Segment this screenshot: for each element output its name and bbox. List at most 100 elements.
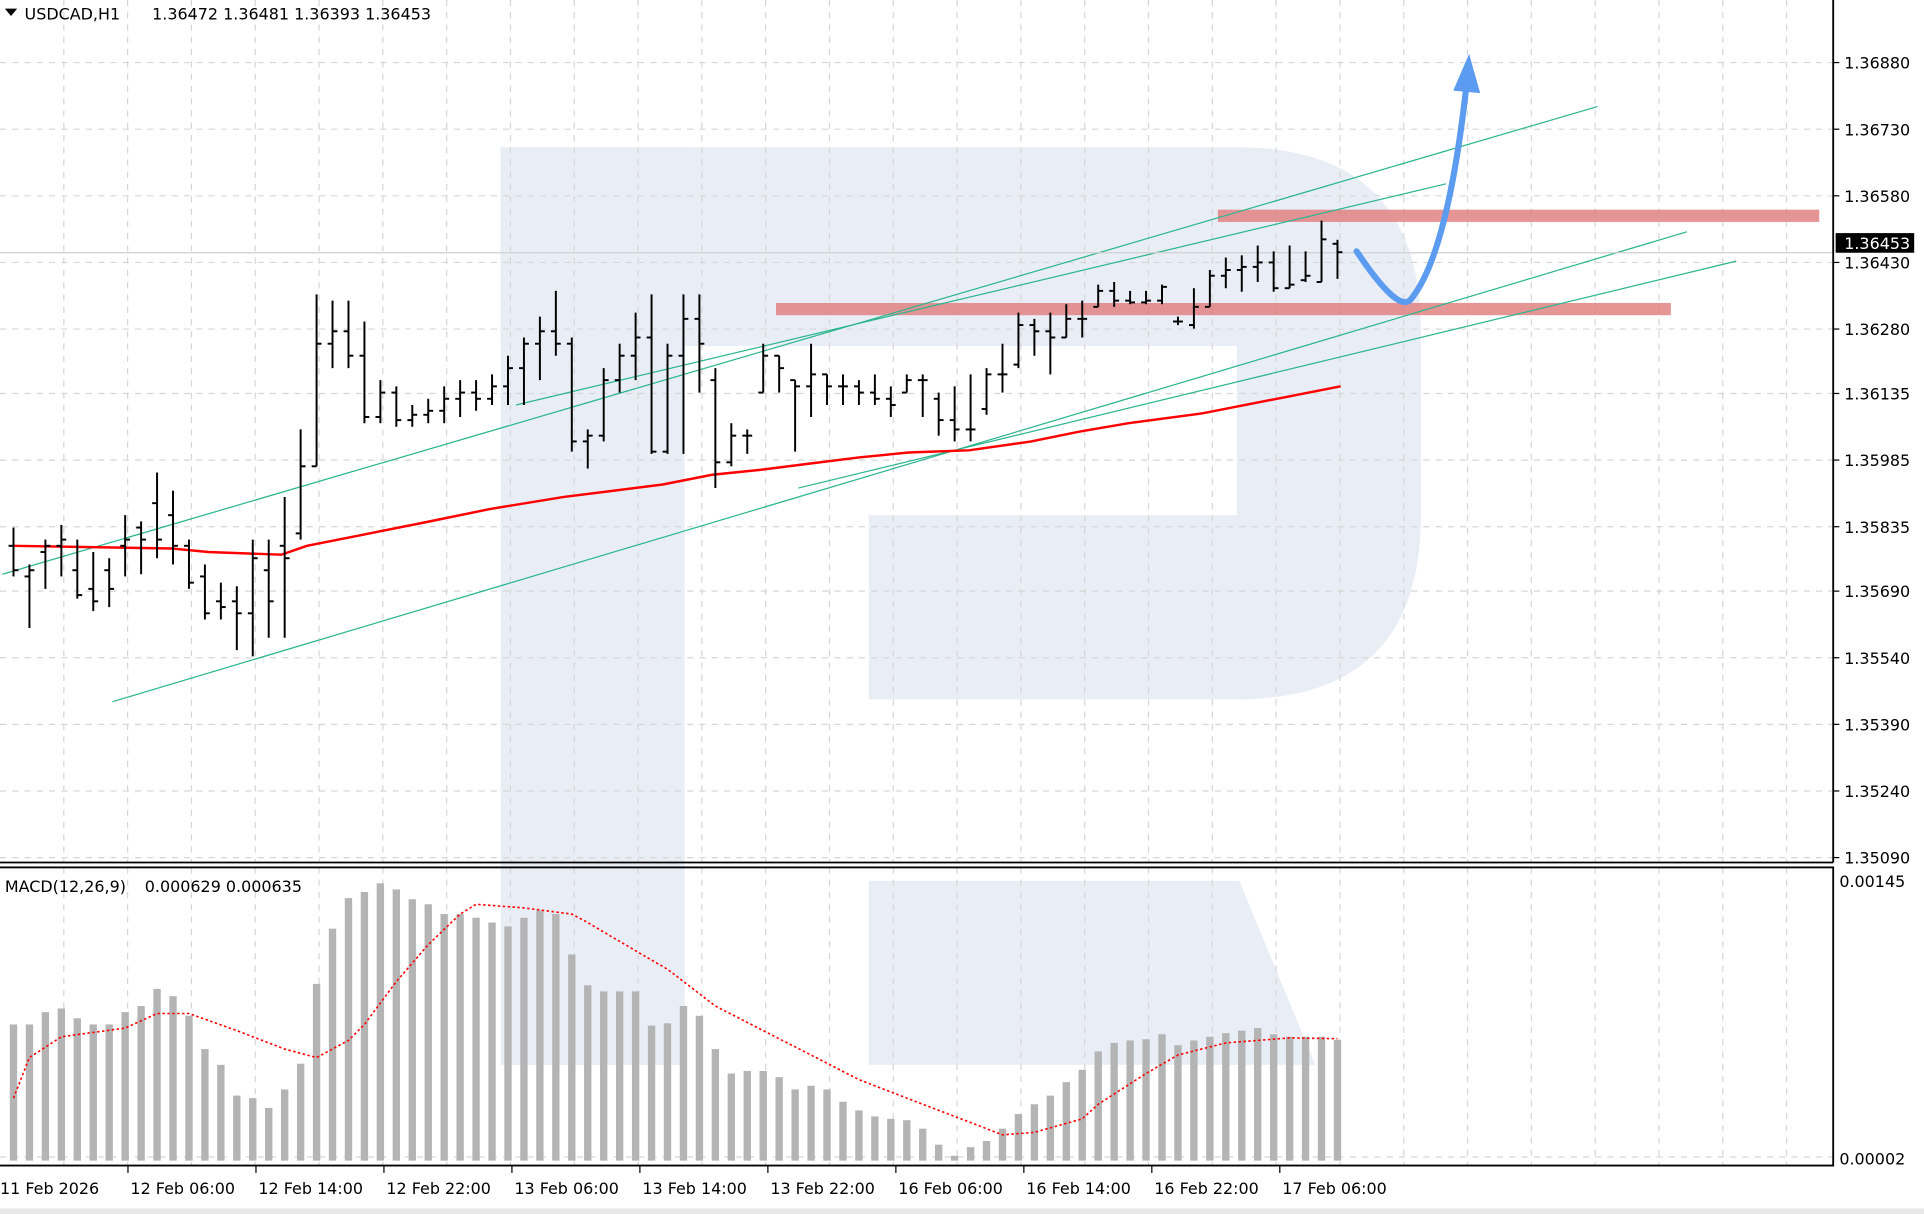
ohlc-bar xyxy=(838,374,848,406)
ohlc-bar xyxy=(487,374,497,406)
macd-histogram-bar xyxy=(568,954,576,1161)
ohlc-bar xyxy=(136,521,147,575)
price-axis: 1.36880 1.36730 1.36580 1.36430 1.36280 1.361… xyxy=(1833,54,1910,1168)
macd-histogram-bar xyxy=(679,1005,688,1161)
ohlc-bar xyxy=(247,539,258,657)
macd-histogram-bar xyxy=(456,914,464,1161)
macd-histogram-bar xyxy=(1317,1036,1326,1161)
time-axis-label: 12 Feb 22:00 xyxy=(386,1179,491,1198)
time-axis: 11 Feb 2026 12 Feb 06:00 12 Feb 14:00 12 Fe… xyxy=(0,1165,1387,1198)
macd-histogram-bar xyxy=(121,1012,129,1161)
macd-histogram-bar xyxy=(472,917,480,1161)
forecast-arrow-head xyxy=(1453,53,1481,94)
macd-histogram-bar xyxy=(153,988,161,1161)
macd-values: 0.000629 0.000635 xyxy=(145,877,302,896)
ohlc-bar xyxy=(790,379,801,452)
price-tick-label: 1.35090 xyxy=(1844,849,1910,868)
ohlc-bar xyxy=(375,380,386,424)
macd-histogram-bar xyxy=(201,1049,209,1161)
ohlc-bar xyxy=(949,386,960,442)
macd-histogram-bar xyxy=(105,1024,113,1161)
macd-header: MACD(12,26,9) 0.000629 0.000635 xyxy=(5,877,302,896)
macd-histogram-bar xyxy=(408,899,416,1161)
macd-histogram-bar xyxy=(41,1012,50,1161)
ohlc-bar xyxy=(1189,288,1199,329)
time-axis-label: 16 Feb 06:00 xyxy=(898,1179,1003,1198)
macd-histogram-bar xyxy=(711,1049,720,1161)
ohlc-bar xyxy=(168,490,178,565)
price-tick-label: 1.36880 xyxy=(1844,54,1910,73)
macd-histogram-bar xyxy=(1062,1082,1070,1161)
macd-histogram-bar xyxy=(25,1024,34,1161)
macd-histogram-bar xyxy=(440,914,448,1161)
ohlc-bar xyxy=(806,343,816,417)
ohlc-bar xyxy=(152,472,162,559)
macd-histogram-bar xyxy=(855,1110,863,1161)
macd-histogram-bar xyxy=(233,1095,241,1161)
ohlc-bar xyxy=(662,343,673,454)
ohlc-bar xyxy=(582,429,593,469)
time-axis-label: 17 Feb 06:00 xyxy=(1282,1179,1387,1198)
ohlc-bar xyxy=(327,300,338,369)
ohlc-bar xyxy=(200,564,210,620)
macd-histogram-bar xyxy=(615,991,624,1161)
ohlc-bar xyxy=(1204,269,1215,308)
price-tick-label: 1.35390 xyxy=(1844,715,1910,734)
macd-histogram-bar xyxy=(1222,1033,1230,1161)
macd-histogram-bar xyxy=(520,917,528,1161)
ohlc-bar xyxy=(1077,300,1088,338)
time-axis-label: 12 Feb 14:00 xyxy=(258,1179,363,1198)
ohlc-bar xyxy=(1300,251,1311,282)
macd-histogram-bar xyxy=(1238,1030,1246,1161)
ohlc-bar xyxy=(503,355,513,406)
ohlc-bar xyxy=(120,515,131,577)
macd-histogram-bar xyxy=(631,991,640,1161)
macd-histogram-bar xyxy=(280,1089,289,1161)
ohlc-bar xyxy=(1173,316,1183,326)
current-price-tag: 1.36453 xyxy=(1835,233,1915,253)
ohlc-bar xyxy=(1093,284,1104,308)
macd-histogram-bar xyxy=(265,1107,273,1161)
macd-histogram-bar xyxy=(376,883,385,1161)
macd-histogram-bar xyxy=(488,922,496,1161)
macd-label: MACD(12,26,9) xyxy=(5,877,126,896)
price-tick-label: 1.36280 xyxy=(1844,320,1910,339)
macd-histogram-bar xyxy=(424,904,432,1161)
macd-pane-border xyxy=(0,866,1835,1167)
ohlc-bar xyxy=(1332,239,1343,279)
macd-histogram-bar xyxy=(903,1120,911,1161)
macd-histogram-bar xyxy=(169,996,177,1161)
macd-histogram-bar xyxy=(1333,1039,1342,1161)
macd-histogram-bar xyxy=(695,1015,704,1161)
ohlc-bar xyxy=(710,368,721,489)
ohlc-bar xyxy=(423,398,434,424)
macd-histogram-bar xyxy=(1174,1045,1182,1161)
ohlc-bar xyxy=(566,337,577,452)
ohlc-bar xyxy=(1268,251,1279,292)
forecast-arrow-path xyxy=(1353,80,1470,306)
ohlc-bar xyxy=(822,373,832,406)
ohlc-bar xyxy=(24,564,35,628)
time-axis-label: 12 Feb 06:00 xyxy=(130,1179,235,1198)
ohlc-bar xyxy=(742,429,753,454)
macd-histogram-bar xyxy=(536,910,544,1161)
macd-histogram-bar xyxy=(919,1128,927,1161)
triangle-down-icon[interactable] xyxy=(4,8,18,16)
ohlc-bar xyxy=(455,380,466,417)
macd-histogram-bar xyxy=(137,1005,145,1161)
trendline xyxy=(515,183,1447,406)
ohlc-bar xyxy=(774,354,785,393)
resistance-support-zone xyxy=(775,302,1671,316)
ohlc-bar xyxy=(56,524,67,577)
ohlc-bar xyxy=(1125,290,1136,305)
macd-histogram-bar xyxy=(344,898,353,1161)
price-tick-label: 1.36730 xyxy=(1844,120,1910,139)
macd-histogram-bar xyxy=(759,1070,767,1161)
price-bars-layer xyxy=(8,220,1343,657)
macd-histogram-bar xyxy=(1158,1034,1166,1161)
time-axis-label: 13 Feb 14:00 xyxy=(642,1179,747,1198)
macd-histogram-bar xyxy=(1206,1036,1214,1161)
ohlc-bar xyxy=(1029,318,1040,356)
macd-histogram-bar xyxy=(871,1116,879,1161)
